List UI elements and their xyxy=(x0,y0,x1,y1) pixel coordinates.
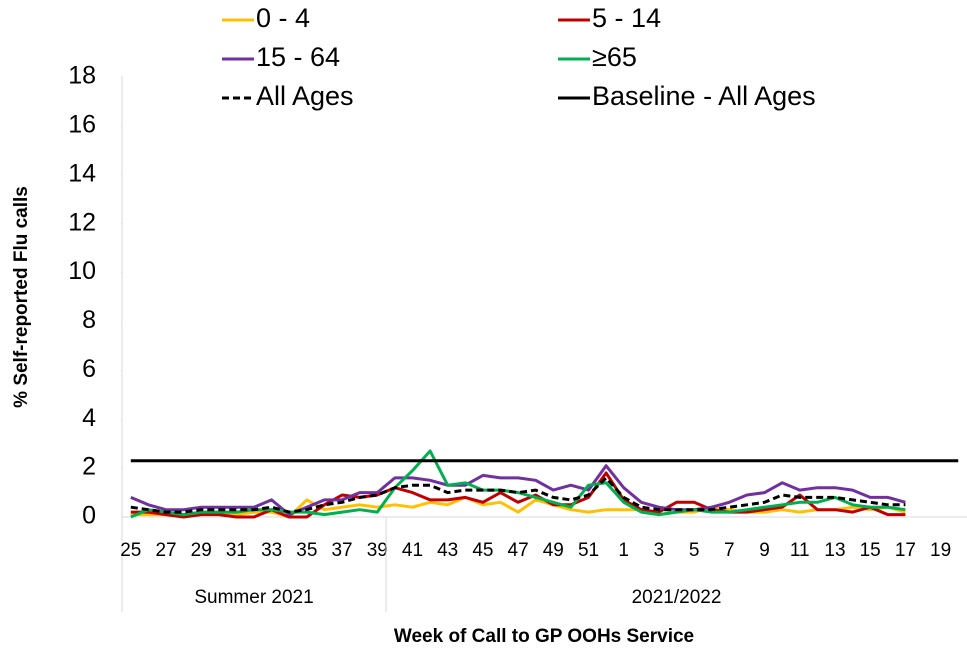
x-tick-label: 13 xyxy=(824,540,845,561)
y-tick-label: 16 xyxy=(68,110,96,138)
x-tick-label: 3 xyxy=(654,540,665,561)
x-tick-label: 5 xyxy=(689,540,700,561)
legend-label: Baseline - All Ages xyxy=(592,81,816,111)
x-tick-label: 39 xyxy=(367,540,388,561)
x-group-label: 2021/2022 xyxy=(632,587,722,608)
x-tick-label: 41 xyxy=(402,540,423,561)
x-tick-label: 37 xyxy=(331,540,352,561)
series-line xyxy=(130,449,906,519)
x-tick-label: 7 xyxy=(724,540,735,561)
series-line xyxy=(130,464,906,517)
y-tick-label: 6 xyxy=(82,355,96,383)
legend-label: 0 - 4 xyxy=(256,3,310,33)
y-tick-label: 2 xyxy=(82,453,96,481)
y-tick-label: 4 xyxy=(82,404,96,432)
legend-label: All Ages xyxy=(256,81,354,111)
y-tick-label: 10 xyxy=(68,257,96,285)
y-tick-label: 18 xyxy=(68,62,96,90)
x-tick-label: 43 xyxy=(437,540,458,561)
x-tick-label: 29 xyxy=(191,540,212,561)
series-line xyxy=(130,471,906,519)
x-tick-label: 19 xyxy=(930,540,951,561)
legend-label: 5 - 14 xyxy=(592,3,661,33)
y-tick-label: 14 xyxy=(68,159,96,187)
x-tick-label: 33 xyxy=(261,540,282,561)
series-line xyxy=(130,495,906,519)
y-tick-label: 0 xyxy=(82,502,96,530)
y-tick-label: 8 xyxy=(82,306,96,334)
x-tick-label: 15 xyxy=(860,540,881,561)
x-tick-label: 35 xyxy=(296,540,317,561)
x-tick-label: 17 xyxy=(895,540,916,561)
series-line xyxy=(130,476,906,514)
x-group-label: Summer 2021 xyxy=(194,587,313,608)
x-tick-label: 1 xyxy=(618,540,629,561)
y-axis-title: % Self-reported Flu calls xyxy=(11,186,32,408)
x-tick-label: 51 xyxy=(578,540,599,561)
x-tick-label: 25 xyxy=(120,540,141,561)
legend-label: 15 - 64 xyxy=(256,42,340,72)
x-tick-label: 27 xyxy=(155,540,176,561)
x-tick-label: 31 xyxy=(226,540,247,561)
x-tick-label: 49 xyxy=(543,540,564,561)
x-tick-label: 47 xyxy=(508,540,529,561)
x-tick-label: 9 xyxy=(759,540,770,561)
legend-label: ≥65 xyxy=(592,42,637,72)
x-tick-label: 45 xyxy=(472,540,493,561)
x-axis-title: Week of Call to GP OOHs Service xyxy=(394,626,694,647)
x-tick-label: 11 xyxy=(790,540,810,561)
y-tick-label: 12 xyxy=(68,208,96,236)
